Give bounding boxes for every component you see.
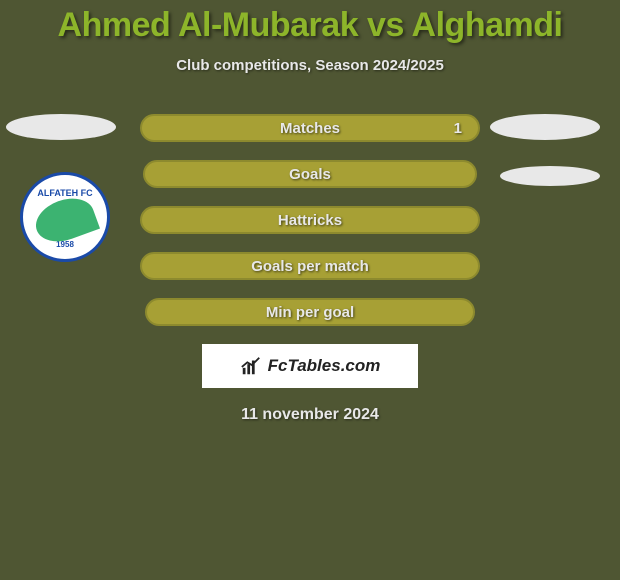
player-left-placeholder (6, 114, 116, 140)
club-badge-name: ALFATEH FC (37, 188, 92, 198)
stat-bar: Matches 1 (140, 114, 480, 142)
stat-bar-label: Hattricks (278, 212, 342, 229)
stat-bar: Goals per match (140, 252, 480, 280)
stat-bar-label: Min per goal (266, 304, 354, 321)
stat-bar: Goals (140, 160, 480, 188)
brand-text: FcTables.com (268, 356, 381, 376)
stat-bar: Min per goal (140, 298, 480, 326)
player-right-placeholder-2 (500, 166, 600, 186)
club-badge: ALFATEH FC 1958 (20, 172, 110, 262)
player-right-placeholder-1 (490, 114, 600, 140)
stat-bar-label: Matches (280, 120, 340, 137)
date-label: 11 november 2024 (0, 406, 620, 424)
chart-icon (240, 355, 262, 377)
club-badge-swoosh-icon (30, 190, 100, 248)
subtitle: Club competitions, Season 2024/2025 (0, 57, 620, 74)
stat-bar: Hattricks (140, 206, 480, 234)
stat-bar-label: Goals (289, 166, 331, 183)
page-title: Ahmed Al-Mubarak vs Alghamdi (0, 0, 620, 45)
comparison-area: ALFATEH FC 1958 Matches 1 Goals Hattricks Go… (0, 114, 620, 326)
stat-bar-label: Goals per match (251, 258, 369, 275)
brand-box: FcTables.com (202, 344, 418, 388)
stat-bar-value-right: 1 (454, 120, 462, 137)
stat-bars: Matches 1 Goals Hattricks Goals per match Min… (140, 114, 480, 326)
